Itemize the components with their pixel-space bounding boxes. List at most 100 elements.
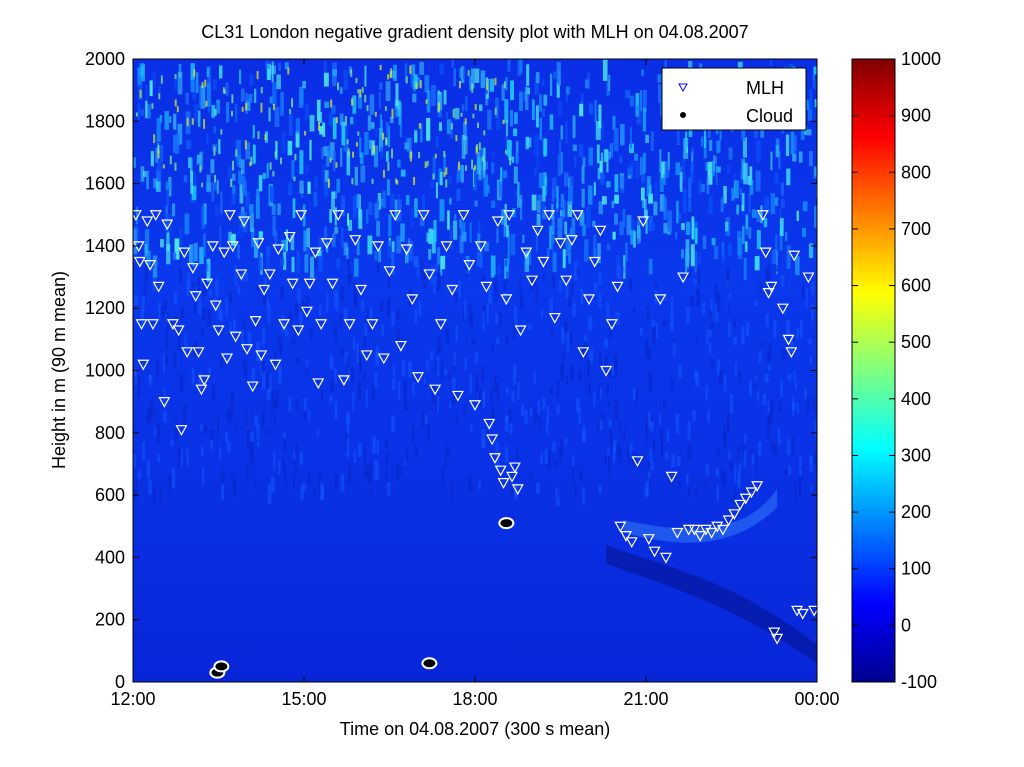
legend: MLH Cloud <box>661 67 807 131</box>
plot-frame <box>132 58 818 683</box>
mlh-point <box>349 235 362 246</box>
legend-cloud-marker <box>680 112 686 118</box>
mlh-point <box>734 499 747 511</box>
mlh-point <box>235 269 248 281</box>
mlh-point <box>716 524 729 536</box>
mlh-point <box>711 521 724 533</box>
mlh-point <box>791 605 804 617</box>
mlh-point <box>286 278 299 290</box>
mlh-point <box>272 244 285 256</box>
colorbar-tick-label: 200 <box>901 502 931 522</box>
mlh-point <box>648 546 661 558</box>
mlh-point <box>782 334 795 346</box>
mlh-point <box>360 350 373 362</box>
mlh-point <box>283 231 296 243</box>
mlh-point <box>440 241 453 253</box>
mlh-point <box>688 524 701 536</box>
colorbar-ticks: -100 0 100 200 300 400 500 600 700 800 900 1000 <box>852 49 941 692</box>
mlh-point <box>377 353 390 365</box>
colorbar-tick-label: 800 <box>901 162 931 182</box>
mlh-point <box>141 216 154 228</box>
mlh-point <box>389 210 402 221</box>
mlh-point <box>434 319 447 331</box>
y-axis-label: Height in m (90 m mean) <box>49 271 69 469</box>
mlh-point <box>745 487 758 499</box>
x-axis-label: Time on 04.08.2007 (300 s mean) <box>340 719 611 739</box>
x-axis: 12:00 15:00 18:00 21:00 00:00 <box>110 59 840 709</box>
mlh-point <box>642 534 655 545</box>
mlh-point <box>525 275 539 287</box>
mlh-point <box>303 278 316 290</box>
mlh-point <box>255 350 268 362</box>
mlh-point <box>511 484 524 496</box>
mlh-point <box>429 384 442 396</box>
mlh-point <box>238 216 251 228</box>
mlh-point <box>611 281 624 293</box>
mlh-point <box>739 493 752 505</box>
mlh-point <box>240 344 254 355</box>
mlh-point <box>201 278 214 290</box>
mlh-point <box>497 478 510 489</box>
mlh-point <box>423 269 436 281</box>
y-tick-label: 400 <box>95 547 125 567</box>
mlh-point <box>320 238 333 250</box>
mlh-point <box>383 266 396 278</box>
mlh-point <box>491 216 504 228</box>
mlh-point <box>451 390 464 402</box>
x-tick-label: 00:00 <box>794 689 839 709</box>
mlh-point <box>178 247 191 259</box>
mlh-point <box>554 238 567 250</box>
mlh-point <box>312 378 325 390</box>
mlh-point <box>372 241 385 253</box>
mlh-point <box>221 353 234 365</box>
legend-box <box>661 67 807 131</box>
legend-mlh-label: MLH <box>746 78 784 98</box>
mlh-point <box>705 527 718 539</box>
cloud-point <box>498 517 515 530</box>
mlh-point <box>631 456 644 468</box>
legend-mlh-marker <box>678 83 688 93</box>
mlh-point <box>620 530 633 542</box>
mlh-point <box>252 238 265 250</box>
mlh-point <box>226 241 239 253</box>
mlh-point <box>246 381 259 393</box>
mlh-point <box>605 319 618 331</box>
mlh-point <box>326 278 339 290</box>
colorbar-tick-label: 100 <box>901 559 931 579</box>
mlh-point <box>172 325 185 337</box>
mlh-point <box>446 284 459 296</box>
colorbar-tick-label: 500 <box>901 332 931 352</box>
mlh-point <box>223 210 236 221</box>
mlh-point <box>406 294 419 306</box>
mlh-point <box>480 281 493 293</box>
mlh-point <box>411 372 425 383</box>
mlh-point <box>543 210 556 221</box>
plot-area <box>133 59 817 682</box>
mlh-point <box>588 256 601 268</box>
mlh-point <box>300 306 313 318</box>
mlh-point <box>457 210 470 221</box>
mlh-point <box>133 256 146 268</box>
y-tick-label: 1600 <box>85 174 125 194</box>
cloud-point <box>213 660 230 673</box>
mlh-point <box>315 319 328 331</box>
mlh-point <box>548 312 561 324</box>
mlh-point <box>146 319 159 331</box>
mlh-point <box>158 397 171 408</box>
mlh-point <box>756 210 769 221</box>
colorbar-tick-label: 1000 <box>901 49 941 69</box>
colorbar-tick-label: 700 <box>901 219 931 239</box>
mlh-point <box>759 247 772 259</box>
mlh-point <box>309 247 322 259</box>
mlh-point <box>537 256 550 268</box>
y-tick-label: 1800 <box>85 111 125 131</box>
colorbar: -100 0 100 200 300 400 500 600 700 800 900 1000 <box>851 49 941 692</box>
mlh-point <box>192 347 205 359</box>
mlh-point <box>212 325 225 337</box>
mlh-point <box>728 509 741 521</box>
mlh-point <box>694 530 707 542</box>
mlh-point <box>343 319 356 331</box>
mlh-point <box>571 210 584 221</box>
mlh-point <box>195 384 208 396</box>
mlh-point <box>483 418 496 430</box>
